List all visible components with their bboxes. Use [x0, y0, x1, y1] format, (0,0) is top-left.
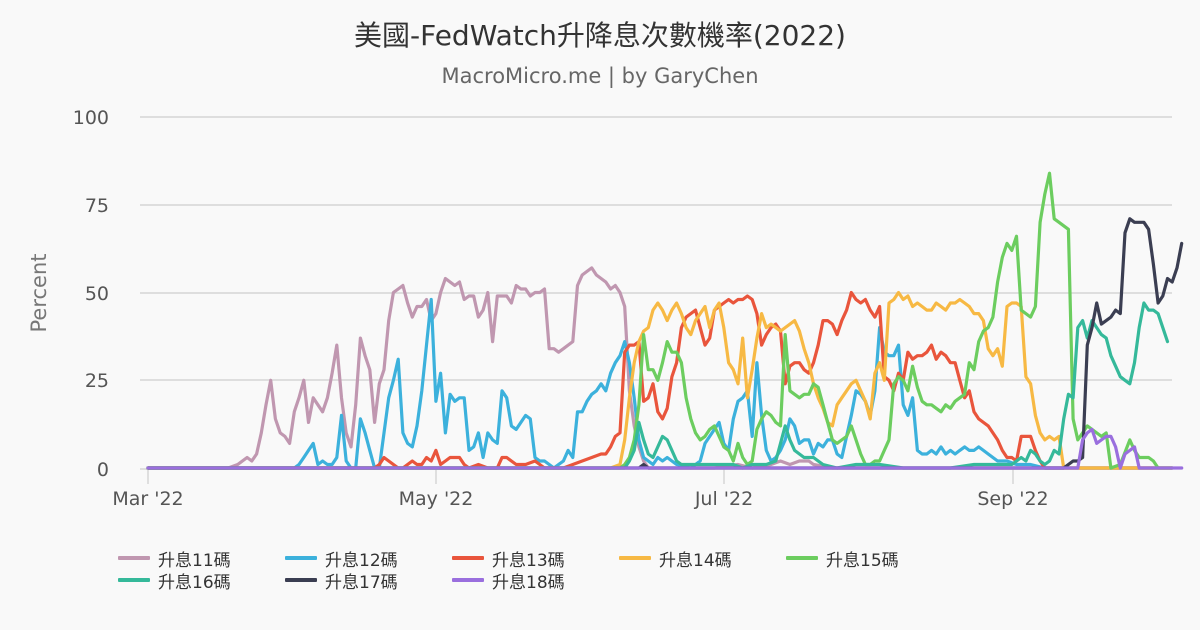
legend-swatch-icon: [786, 556, 818, 560]
legend-swatch-icon: [118, 556, 150, 560]
legend-item-hike-18[interactable]: 升息18碼: [452, 570, 619, 593]
legend-item-hike-14[interactable]: 升息14碼: [619, 548, 786, 571]
chart-subtitle: MacroMicro.me | by GaryChen: [441, 64, 759, 88]
legend-swatch-icon: [285, 556, 317, 560]
legend-item-hike-17[interactable]: 升息17碼: [285, 570, 452, 593]
x-tick-jul: Jul '22: [694, 488, 753, 510]
y-tick-100: 100: [73, 107, 109, 129]
y-axis-labels: 100 75 50 25 0: [73, 107, 109, 481]
legend-label: 升息18碼: [492, 572, 565, 593]
legend-swatch-icon: [285, 578, 317, 582]
legend-item-hike-12[interactable]: 升息12碼: [285, 548, 452, 571]
x-tick-mar: Mar '22: [112, 488, 183, 510]
legend-label: 升息15碼: [826, 550, 899, 571]
series-line-13: [146, 290, 1174, 470]
series-line-17: [146, 217, 1184, 470]
y-axis-title: Percent: [27, 253, 51, 332]
series-line-14: [146, 290, 1174, 470]
series-line-15: [146, 171, 1174, 470]
x-tick-marks: [147, 469, 1014, 484]
series-line-18: [146, 427, 1184, 470]
legend-label: 升息17碼: [325, 572, 398, 593]
legend-swatch-icon: [118, 578, 150, 582]
legend-swatch-icon: [452, 578, 484, 582]
legend-swatch-icon: [619, 556, 651, 560]
legend-label: 升息12碼: [325, 550, 398, 571]
legend-item-hike-15[interactable]: 升息15碼: [786, 548, 953, 571]
legend-item-hike-16[interactable]: 升息16碼: [118, 570, 285, 593]
y-tick-25: 25: [85, 370, 109, 392]
series-line-11: [146, 266, 1174, 470]
legend-item-hike-11[interactable]: 升息11碼: [118, 548, 285, 571]
legend-label: 升息11碼: [158, 550, 231, 571]
x-tick-may: May '22: [399, 488, 474, 510]
legend: 升息11碼 升息12碼 升息13碼 升息14碼 升息15碼 升息16碼 升息17…: [118, 548, 1118, 593]
y-tick-75: 75: [85, 195, 109, 217]
chart-title: 美國-FedWatch升降息次數機率(2022): [354, 19, 846, 52]
series-line-12: [146, 297, 1174, 470]
legend-label: 升息14碼: [659, 550, 732, 571]
x-tick-sep: Sep '22: [977, 488, 1048, 510]
legend-item-hike-13[interactable]: 升息13碼: [452, 548, 619, 571]
y-tick-0: 0: [97, 459, 109, 481]
legend-label: 升息16碼: [158, 572, 231, 593]
y-tick-50: 50: [85, 283, 109, 305]
x-axis-labels: Mar '22 May '22 Jul '22 Sep '22: [112, 488, 1048, 510]
legend-swatch-icon: [452, 556, 484, 560]
series-lines: [146, 171, 1184, 470]
legend-label: 升息13碼: [492, 550, 565, 571]
